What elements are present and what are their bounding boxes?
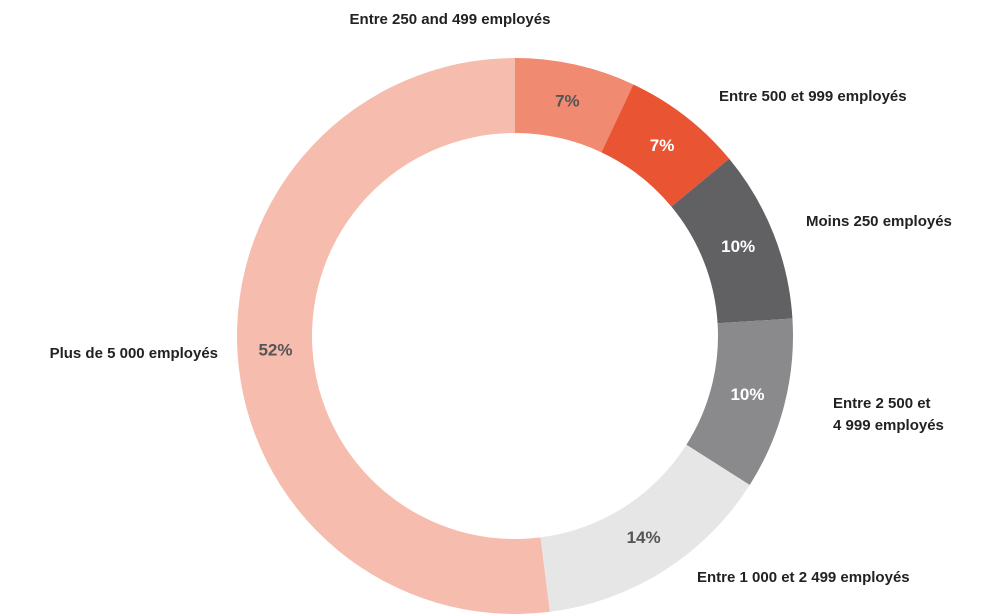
category-label: Entre 2 500 et 4 999 employés: [833, 395, 944, 434]
value-label: 14%: [627, 528, 661, 547]
value-label: 10%: [730, 385, 764, 404]
donut-slice: [237, 58, 550, 614]
value-label: 7%: [650, 136, 675, 155]
value-label: 7%: [555, 91, 580, 110]
donut-slice: [540, 444, 750, 612]
donut-slice: [601, 84, 730, 207]
category-label: Moins 250 employés: [806, 213, 952, 230]
category-label: Plus de 5 000 employés: [49, 345, 218, 362]
category-label: Entre 1 000 et 2 499 employés: [697, 569, 910, 586]
category-label: Entre 500 et 999 employés: [719, 88, 907, 105]
donut-slice: [686, 318, 793, 485]
category-label: Entre 250 and 499 employés: [349, 11, 551, 28]
value-label: 10%: [721, 237, 755, 256]
donut-slice: [515, 58, 634, 153]
value-label: 52%: [258, 341, 292, 360]
donut-slice: [671, 158, 793, 324]
